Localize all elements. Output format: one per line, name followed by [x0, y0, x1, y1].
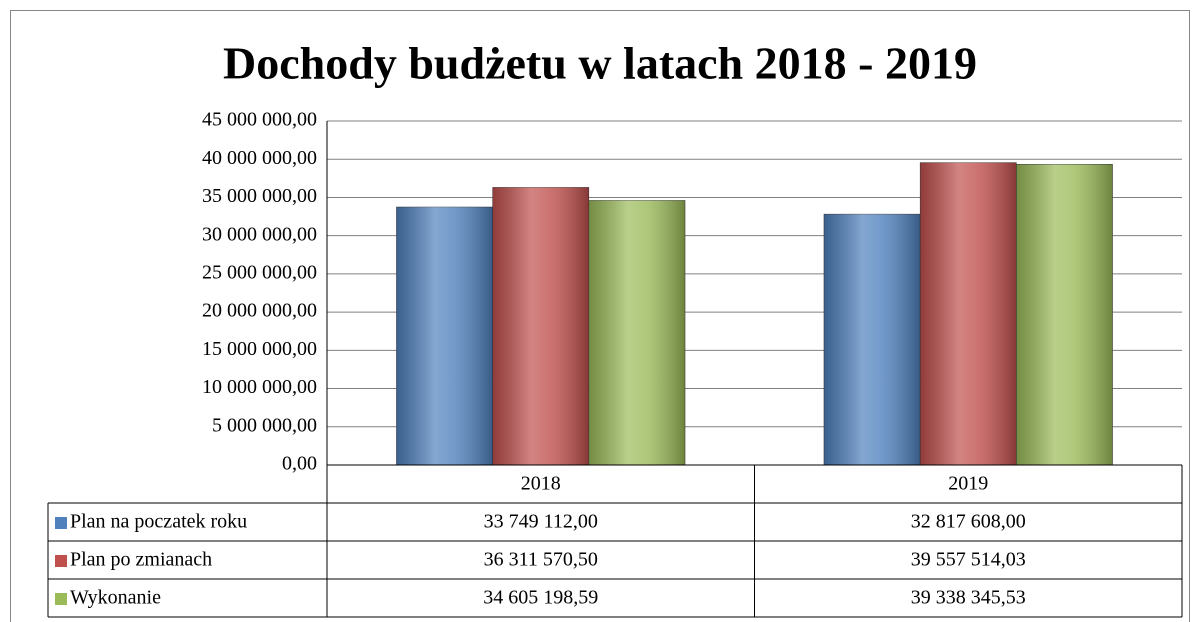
- table-cell: 34 605 198,59: [483, 587, 598, 609]
- y-tick-label: 10 000 000,00: [202, 376, 317, 398]
- bar-shine: [492, 187, 589, 465]
- y-tick-label: 20 000 000,00: [202, 300, 317, 322]
- table-cell: 39 338 345,53: [911, 587, 1026, 609]
- x-tick-label: 2018: [521, 473, 561, 495]
- chart-frame: [10, 10, 1190, 622]
- y-tick-label: 30 000 000,00: [202, 223, 317, 245]
- legend-label: Plan na poczatek roku: [70, 511, 247, 533]
- legend-key: [55, 517, 67, 529]
- y-tick-label: 15 000 000,00: [202, 338, 317, 360]
- bar-shine: [1016, 164, 1113, 465]
- bar-shine: [588, 200, 686, 466]
- y-tick-label: 35 000 000,00: [202, 185, 317, 207]
- chart-title: Dochody budżetu w latach 2018 - 2019: [223, 38, 977, 89]
- legend-key: [55, 555, 67, 567]
- table-cell: 32 817 608,00: [911, 511, 1026, 533]
- y-tick-label: 40 000 000,00: [202, 147, 317, 169]
- table-cell: 33 749 112,00: [484, 511, 598, 533]
- y-tick-label: 45 000 000,00: [202, 109, 317, 131]
- legend-key: [55, 593, 67, 605]
- bar-shine: [920, 162, 1017, 465]
- table-cell: 36 311 570,50: [484, 549, 598, 571]
- legend-label: Plan po zmianach: [70, 549, 212, 571]
- bar-shine: [396, 207, 493, 466]
- bar-shine: [823, 214, 921, 465]
- y-tick-label: 0,00: [282, 453, 317, 475]
- legend-label: Wykonanie: [70, 587, 161, 609]
- table-cell: 39 557 514,03: [911, 549, 1026, 571]
- y-tick-label: 5 000 000,00: [212, 414, 317, 436]
- x-tick-label: 2019: [948, 473, 988, 495]
- y-tick-label: 25 000 000,00: [202, 261, 317, 283]
